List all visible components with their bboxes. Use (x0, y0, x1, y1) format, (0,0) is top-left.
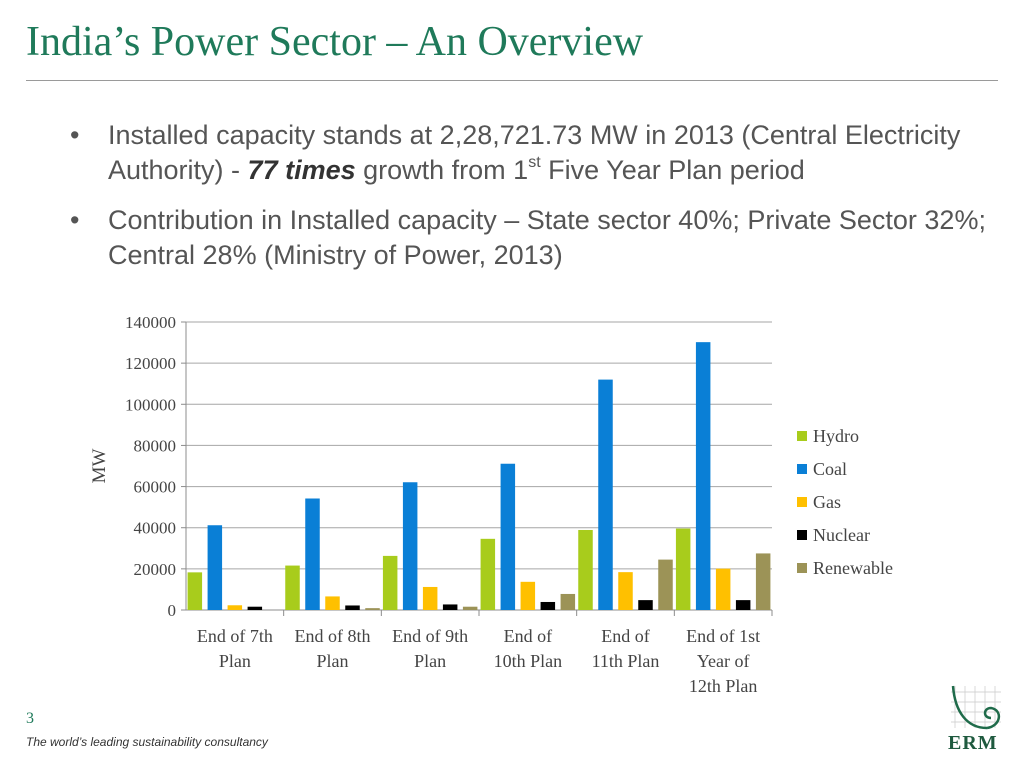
legend-label-renewable: Renewable (813, 558, 893, 578)
legend-swatch-hydro (797, 431, 807, 441)
bar-nuclear (345, 605, 360, 610)
y-tick-label: 120000 (125, 354, 176, 373)
bar-gas (227, 605, 243, 610)
x-tick-label: End of 7th (197, 626, 273, 646)
bar-gas (520, 581, 536, 610)
bullet-superscript: st (528, 154, 541, 171)
slide-title: India’s Power Sector – An Overview (26, 19, 644, 65)
bar-nuclear (442, 604, 458, 610)
capacity-bar-chart: 0 20000 40000 60000 80000 100000 120000 140000 M… (89, 313, 893, 696)
legend-swatch-nuclear (797, 530, 807, 540)
bullet-marker: • (70, 120, 80, 150)
bar-coal (500, 463, 516, 610)
x-tick-label: 11th Plan (592, 651, 660, 671)
bar-coal (402, 482, 418, 610)
y-tick-label: 20000 (134, 560, 177, 579)
bar-renewable (658, 559, 673, 610)
y-tick-label: 60000 (134, 478, 177, 497)
y-tick-label: 140000 (125, 313, 176, 332)
bullet-list: • Installed capacity stands at 2,28,721.… (70, 118, 990, 288)
x-tick-label: Plan (316, 651, 348, 671)
bar-coal (305, 498, 320, 610)
footer-tagline: The world’s leading sustainability consu… (26, 735, 268, 749)
legend-swatch-gas (797, 497, 807, 507)
bar-renewable (755, 553, 771, 610)
page-number: 3 (26, 710, 34, 727)
x-tick-label: Plan (414, 651, 446, 671)
bar-hydro (480, 538, 496, 610)
legend-label-nuclear: Nuclear (813, 525, 870, 545)
bar-renewable (560, 593, 576, 610)
x-tick-label: End of (601, 626, 650, 646)
y-axis-label: MW (89, 449, 110, 484)
bar-nuclear (247, 606, 263, 610)
legend-label-gas: Gas (813, 492, 841, 512)
bar-gas (422, 586, 438, 610)
bar-hydro (675, 528, 691, 610)
bullet-emphasis: 77 times (247, 155, 356, 185)
x-tick-label: 10th Plan (494, 651, 563, 671)
erm-logo-icon (951, 685, 1001, 730)
x-tick-label: End of 1st (686, 626, 760, 646)
bar-hydro (285, 565, 300, 610)
x-tick-label: Plan (219, 651, 251, 671)
y-tick-label: 40000 (134, 519, 177, 538)
bar-renewable (365, 608, 380, 610)
bullet-text: Five Year Plan period (540, 155, 805, 185)
bullet-item: • Contribution in Installed capacity – S… (70, 203, 990, 273)
legend-swatch-coal (797, 464, 807, 474)
bullet-item: • Installed capacity stands at 2,28,721.… (70, 118, 990, 188)
bar-hydro (382, 555, 398, 610)
bar-gas (618, 572, 633, 610)
bar-nuclear (638, 600, 653, 610)
x-tick-label: End of 9th (392, 626, 468, 646)
bullet-text: Contribution in Installed capacity – Sta… (108, 205, 986, 270)
x-tick-label: Year of (697, 651, 750, 671)
bar-coal (695, 342, 711, 610)
x-tick-label: End of 8th (295, 626, 371, 646)
x-tick-label: End of (504, 626, 553, 646)
bar-coal (598, 379, 613, 610)
bullet-marker: • (70, 205, 80, 235)
y-tick-label: 0 (168, 601, 177, 620)
title-divider (26, 80, 998, 81)
y-tick-label: 100000 (125, 395, 176, 414)
legend-label-hydro: Hydro (813, 426, 859, 446)
bar-hydro (578, 529, 593, 610)
bar-gas (715, 568, 731, 610)
bar-gas (325, 596, 340, 610)
bar-coal (207, 525, 223, 610)
legend-label-coal: Coal (813, 459, 847, 479)
erm-logo-text: ERM (948, 732, 998, 754)
bar-nuclear (540, 601, 556, 610)
x-tick-label: 12th Plan (689, 676, 758, 696)
y-tick-label: 80000 (134, 436, 177, 455)
bullet-text: growth from 1 (355, 155, 529, 185)
bar-nuclear (735, 600, 751, 610)
bullet-text: Installed capacity stands at 2,28,721.73… (108, 120, 961, 185)
bar-hydro (187, 572, 203, 610)
legend-swatch-renewable (797, 563, 807, 573)
bar-renewable (462, 606, 478, 610)
